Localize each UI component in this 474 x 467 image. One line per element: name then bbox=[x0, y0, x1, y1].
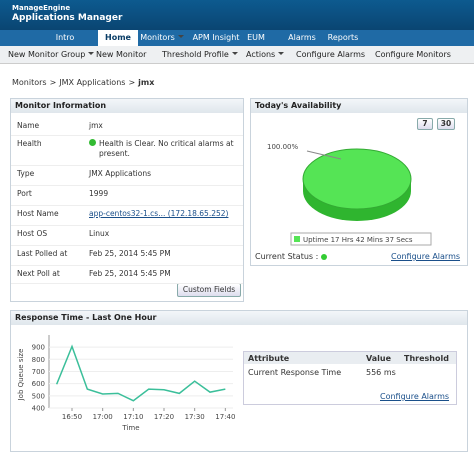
legend-box bbox=[290, 232, 432, 246]
info-label: Last Polled at bbox=[17, 249, 68, 258]
x-tick-label: 17:40 bbox=[215, 413, 235, 421]
sub-nav-item[interactable]: New Monitor bbox=[96, 50, 147, 59]
brand: ManageEngine bbox=[12, 4, 71, 12]
pie-slice bbox=[302, 148, 412, 210]
nav-tab[interactable]: Reports bbox=[327, 33, 359, 42]
y-tick-label: 800 bbox=[32, 356, 45, 364]
breadcrumb-item[interactable]: JMX Applications bbox=[59, 78, 126, 87]
info-row: Health Health is Clear. No critical alarm… bbox=[11, 135, 243, 166]
table-cell: Current Response Time bbox=[248, 368, 342, 377]
table-header: Attribute bbox=[248, 354, 290, 363]
info-row: Type JMX Applications bbox=[11, 165, 243, 186]
x-tick-label: 17:00 bbox=[93, 413, 113, 421]
info-value: Feb 25, 2014 5:45 PM bbox=[89, 269, 171, 278]
x-tick-label: 16:50 bbox=[62, 413, 82, 421]
configure-alarms-link[interactable]: Configure Alarms bbox=[380, 392, 450, 401]
breadcrumb-separator: > bbox=[49, 78, 57, 87]
availability-panel: Today's Availability 7 30 100.00% Uptime … bbox=[250, 98, 468, 266]
info-label: Host OS bbox=[17, 229, 48, 238]
info-row: Last Polled at Feb 25, 2014 5:45 PM bbox=[11, 245, 243, 266]
leader bbox=[306, 150, 342, 160]
line-chart: 400 500 600 700 800 900 16:50 17:00 17:10 17:20 17… bbox=[17, 335, 235, 432]
x-tick-label: 17:20 bbox=[154, 413, 174, 421]
panel-title: Today's Availability bbox=[251, 99, 467, 113]
sub-nav-item[interactable]: Actions bbox=[246, 46, 284, 63]
info-value: Feb 25, 2014 5:45 PM bbox=[89, 249, 171, 258]
info-value[interactable]: app-centos32-1.cs... (172.18.65.252) bbox=[89, 209, 229, 218]
x-tick-label: 17:30 bbox=[185, 413, 205, 421]
configure-alarms-link[interactable]: Configure Alarms bbox=[391, 252, 461, 261]
table-header: Threshold bbox=[404, 354, 449, 363]
table-header: Value bbox=[366, 354, 392, 363]
info-row: Next Poll at Feb 25, 2014 5:45 PM bbox=[11, 265, 243, 284]
x-tick-label: 17:10 bbox=[123, 413, 143, 421]
nav-tab[interactable]: EUM bbox=[247, 33, 265, 42]
y-tick-label: 900 bbox=[32, 344, 45, 352]
info-label: Health bbox=[17, 139, 42, 148]
sub-nav-item[interactable]: Configure Alarms bbox=[296, 50, 366, 59]
sub-nav-item[interactable]: Threshold Profile bbox=[162, 46, 238, 63]
info-value: jmx bbox=[89, 121, 103, 130]
y-tick-label: 400 bbox=[32, 405, 45, 413]
y-tick-label: 500 bbox=[32, 392, 45, 400]
info-row: Port 1999 bbox=[11, 185, 243, 206]
status-label: Current Status : bbox=[255, 252, 327, 261]
breadcrumb-item[interactable]: Monitors bbox=[12, 78, 47, 87]
period-button[interactable]: 7 bbox=[417, 118, 433, 130]
x-axis-label: Time bbox=[121, 424, 139, 432]
info-label: Port bbox=[17, 189, 32, 198]
nav-tab[interactable]: Monitors bbox=[140, 30, 184, 46]
attribute-table: Attribute Value Threshold Current Response … bbox=[243, 351, 457, 405]
pie-chart: 100.00% Uptime 17 Hrs 42 Mins 37 Secs bbox=[267, 143, 432, 246]
y-axis-label: Job Queue size bbox=[17, 349, 25, 402]
health-icon bbox=[89, 139, 96, 146]
info-row: Host OS Linux bbox=[11, 225, 243, 246]
info-value: JMX Applications bbox=[89, 169, 152, 178]
monitor-info-panel: Monitor Information Custom Fields Name jm… bbox=[10, 98, 244, 302]
pie-label: 100.00% bbox=[267, 143, 298, 151]
nav-tab[interactable]: APM Insight bbox=[192, 33, 240, 42]
sub-nav: New Monitor Group New Monitor Threshold Pr… bbox=[0, 46, 474, 64]
info-label: Next Poll at bbox=[17, 269, 60, 278]
info-value: 1999 bbox=[89, 189, 109, 198]
breadcrumb-separator: > bbox=[128, 78, 136, 87]
info-label: Name bbox=[17, 121, 40, 130]
legend-swatch bbox=[294, 236, 300, 242]
y-tick-label: 600 bbox=[32, 380, 45, 388]
header: ManageEngine Applications Manager bbox=[0, 0, 474, 30]
nav-tab[interactable]: Alarms bbox=[288, 33, 316, 42]
series-line bbox=[55, 344, 226, 402]
panel-title: Response Time - Last One Hour bbox=[11, 311, 467, 325]
table-header-bg bbox=[244, 352, 456, 364]
breadcrumb-item: jmx bbox=[138, 78, 155, 87]
panel-title: Monitor Information bbox=[11, 99, 243, 113]
legend-label: Uptime 17 Hrs 42 Mins 37 Secs bbox=[303, 236, 413, 244]
breadcrumb: Monitors > JMX Applications > jmx bbox=[12, 78, 154, 87]
tab-bar: Intro Home Monitors APM Insight EUM Alarms Rep… bbox=[0, 30, 474, 46]
response-time-panel: Response Time - Last One Hour 400 500 600 7… bbox=[10, 310, 468, 452]
sub-nav-item[interactable]: Configure Monitors bbox=[375, 50, 451, 59]
nav-tab[interactable]: Intro bbox=[55, 33, 75, 42]
table-cell: 556 ms bbox=[366, 368, 396, 377]
info-label: Host Name bbox=[17, 209, 59, 218]
y-tick-label: 700 bbox=[32, 368, 45, 376]
info-label: Type bbox=[17, 169, 35, 178]
status-icon bbox=[320, 254, 327, 260]
info-value: Linux bbox=[89, 229, 110, 238]
info-row: Name jmx bbox=[11, 117, 243, 136]
product: Applications Manager bbox=[12, 13, 123, 23]
sub-nav-item[interactable]: New Monitor Group bbox=[8, 46, 94, 63]
info-value: Health is Clear. No critical alarms at p… bbox=[99, 139, 234, 158]
period-button[interactable]: 30 bbox=[437, 118, 455, 130]
info-row: Host Name app-centos32-1.cs... (172.18.65… bbox=[11, 205, 243, 226]
nav-tab[interactable]: Home bbox=[98, 30, 138, 46]
status-text: Current Status : bbox=[255, 252, 319, 261]
custom-fields-button[interactable]: Custom Fields bbox=[177, 283, 241, 297]
